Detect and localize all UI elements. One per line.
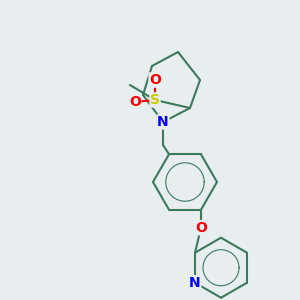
Text: N: N [189,276,201,290]
Text: O: O [195,221,207,235]
Text: S: S [150,93,160,107]
Text: O: O [149,73,161,87]
Text: N: N [157,115,169,129]
Text: O: O [129,95,141,109]
